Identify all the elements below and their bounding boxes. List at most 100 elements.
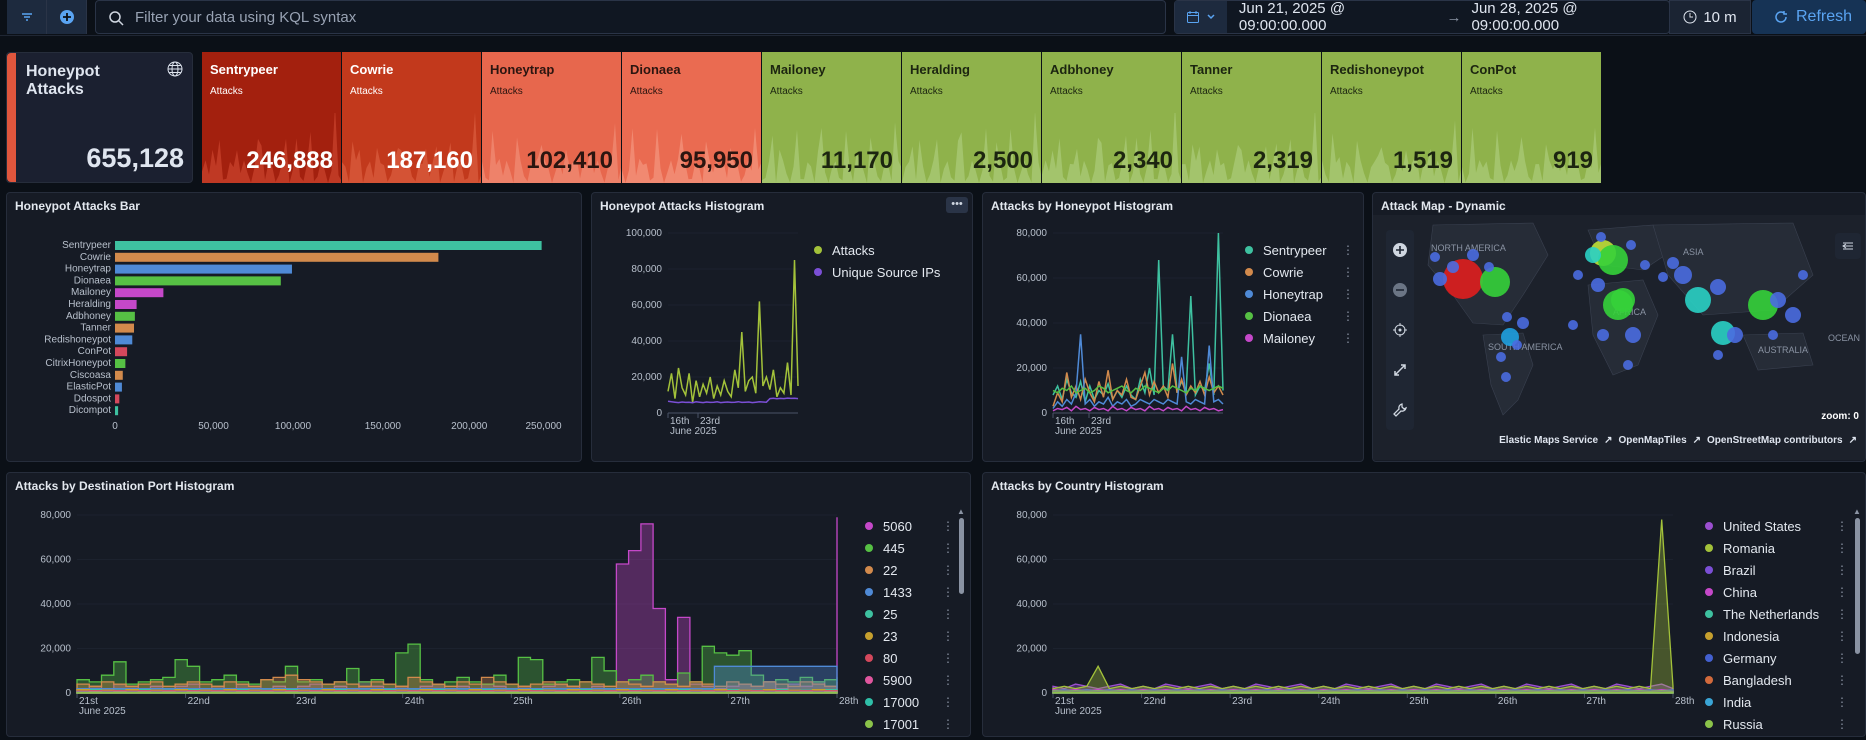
series-line[interactable] [667,259,799,403]
scroll-thumb[interactable] [1854,518,1860,654]
bar[interactable] [115,300,137,309]
legend-item[interactable]: Dionaea ⋮ [1245,305,1354,327]
legend-item[interactable]: Brazil ⋮ [1705,559,1848,581]
series-line[interactable] [1052,232,1224,405]
attack-bubble[interactable] [1598,245,1628,275]
date-end[interactable]: Jun 28, 2025 @ 09:00:00.000 [1471,0,1578,34]
bar[interactable] [115,252,439,262]
legend-options-icon[interactable]: ⋮ [942,673,954,687]
legend-item[interactable]: China ⋮ [1705,581,1848,603]
legend-item[interactable]: 17001 ⋮ [865,713,954,735]
scroll-thumb[interactable] [958,518,964,594]
legend-item[interactable]: 80 ⋮ [865,647,954,669]
attack-bubble[interactable] [1585,247,1601,263]
bar[interactable] [115,311,135,321]
honeypot-tile[interactable]: Adbhoney Attacks 2,340 [1042,52,1181,183]
attack-bubble[interactable] [1568,320,1578,330]
legend-options-icon[interactable]: ⋮ [1836,607,1848,621]
honeypot-tile[interactable]: ConPot Attacks 919 [1462,52,1601,183]
quick-menu-button[interactable] [1175,1,1227,33]
legend-options-icon[interactable]: ⋮ [1836,563,1848,577]
date-picker[interactable]: Jun 21, 2025 @ 09:00:00.000 → Jun 28, 20… [1174,0,1670,34]
attack-bubble[interactable] [1727,327,1743,343]
legend-item[interactable]: Attacks [814,239,964,261]
legend-options-icon[interactable]: ⋮ [1342,287,1354,301]
legend-item[interactable]: Mailoney ⋮ [1245,327,1354,349]
series-line[interactable] [1052,334,1224,409]
legend-item[interactable]: India ⋮ [1705,691,1848,713]
legend-options-icon[interactable]: ⋮ [942,629,954,643]
fullscreen-button[interactable] [1386,350,1414,390]
attack-bubble[interactable] [1625,327,1641,343]
legend-item[interactable]: 5900 ⋮ [865,669,954,691]
attack-bubble[interactable] [1480,267,1510,297]
attribution-link-ems[interactable]: Elastic Maps Service [1499,435,1599,446]
attack-bubble[interactable] [1484,262,1494,272]
legend-options-icon[interactable]: ⋮ [1836,541,1848,555]
legend-options-icon[interactable]: ⋮ [942,651,954,665]
legend-options-icon[interactable]: ⋮ [1342,309,1354,323]
legend-item[interactable]: Romania ⋮ [1705,537,1848,559]
series-area[interactable] [1052,519,1674,694]
filter-menu-button[interactable] [7,0,47,34]
attack-bubble[interactable] [1501,372,1511,382]
honeypot-tile[interactable]: Sentrypeer Attacks 246,888 [202,52,341,183]
attack-bubble[interactable] [1517,317,1529,329]
attack-bubble[interactable] [1447,261,1459,273]
attack-bubble[interactable] [1674,266,1692,284]
attack-bubble[interactable] [1512,340,1522,350]
layers-toggle-button[interactable] [1835,233,1861,259]
attack-bubble[interactable] [1433,272,1447,286]
attack-bubble[interactable] [1496,352,1506,362]
legend-item[interactable]: 17000 ⋮ [865,691,954,713]
legend-options-icon[interactable]: ⋮ [942,695,954,709]
legend-options-icon[interactable]: ⋮ [942,541,954,555]
legend-options-icon[interactable]: ⋮ [1836,629,1848,643]
attack-bubble[interactable] [1430,252,1440,262]
attack-bubble[interactable] [1770,292,1786,308]
legend-item[interactable]: Sentrypeer ⋮ [1245,239,1354,261]
legend-options-icon[interactable]: ⋮ [1342,265,1354,279]
fit-to-data-button[interactable] [1386,310,1414,350]
legend-options-icon[interactable]: ⋮ [1342,243,1354,257]
attribution-link-osm[interactable]: OpenStreetMap contributors [1707,435,1843,446]
legend-item[interactable]: Bangladesh ⋮ [1705,669,1848,691]
legend-item[interactable]: Unique Source IPs [814,261,964,283]
legend-item[interactable]: The Netherlands ⋮ [1705,603,1848,625]
bar[interactable] [115,347,128,357]
legend-item[interactable]: Indonesia ⋮ [1705,625,1848,647]
date-start[interactable]: Jun 21, 2025 @ 09:00:00.000 [1238,0,1346,34]
series-line[interactable] [1052,384,1224,394]
honeypot-tile[interactable]: Cowrie Attacks 187,160 [342,52,481,183]
honeypot-tile[interactable]: Mailoney Attacks 11,170 [762,52,901,183]
globe-icon[interactable] [167,61,183,77]
bar[interactable] [115,394,120,404]
attack-bubble[interactable] [1710,279,1726,295]
panel-options-button[interactable]: ••• [946,197,968,213]
bar[interactable] [115,276,281,286]
legend-scrollbar[interactable]: ▲ [1853,507,1861,737]
attack-bubble[interactable] [1597,329,1609,341]
attack-bubble[interactable] [1502,312,1512,322]
series-area[interactable] [76,643,838,694]
bar[interactable] [115,288,164,298]
attack-bubble[interactable] [1596,232,1606,242]
bar[interactable] [115,406,119,416]
zoom-out-button[interactable] [1386,270,1414,310]
legend-options-icon[interactable]: ⋮ [1836,651,1848,665]
legend-item[interactable]: 25 ⋮ [865,603,954,625]
honeypot-tile[interactable]: Redishoneypot Attacks 1,519 [1322,52,1461,183]
bar[interactable] [115,370,123,380]
attribution-link-omt[interactable]: OpenMapTiles [1618,435,1687,446]
legend-options-icon[interactable]: ⋮ [942,519,954,533]
legend-item[interactable]: Cowrie ⋮ [1245,261,1354,283]
bar[interactable] [115,335,133,345]
legend-options-icon[interactable]: ⋮ [1836,695,1848,709]
bar[interactable] [115,241,542,250]
legend-options-icon[interactable]: ⋮ [942,563,954,577]
honeypot-tile[interactable]: Heralding Attacks 2,500 [902,52,1041,183]
honeypot-tile[interactable]: Honeytrap Attacks 102,410 [482,52,621,183]
legend-options-icon[interactable]: ⋮ [942,717,954,731]
attack-bubble[interactable] [1713,350,1723,360]
